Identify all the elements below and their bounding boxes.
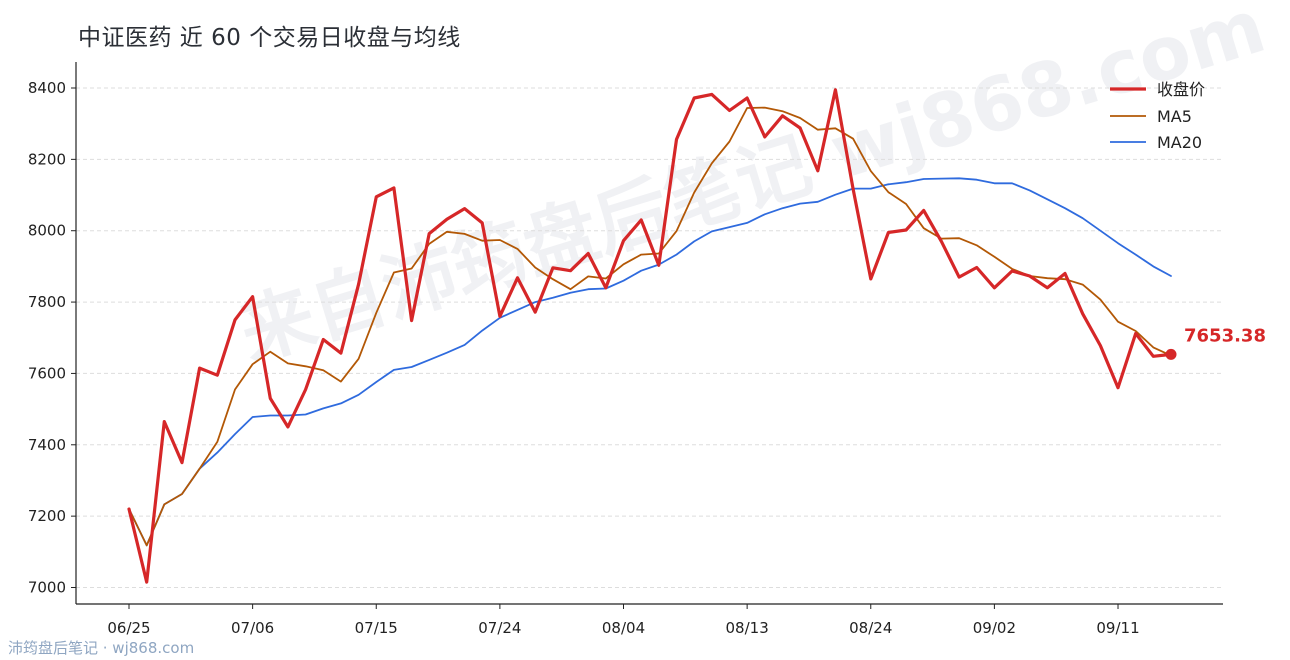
x-tick-label: 08/13 (726, 619, 769, 637)
y-tick-label: 7400 (28, 436, 66, 454)
source-footer: 沛筠盘后笔记 · wj868.com (8, 639, 195, 657)
x-tick-label: 06/25 (107, 619, 150, 637)
x-tick-label: 07/15 (355, 619, 398, 637)
last-close-label: 7653.38 (1184, 325, 1266, 346)
legend-item-ma5-label: MA5 (1157, 107, 1192, 126)
x-tick-label: 07/06 (231, 619, 274, 637)
y-tick-label: 7800 (28, 293, 66, 311)
chart-title: 中证医药 近 60 个交易日收盘与均线 (78, 25, 461, 51)
legend-item-close-label: 收盘价 (1157, 80, 1205, 99)
legend: 收盘价 MA5 MA20 (1110, 80, 1205, 152)
x-tick-label: 08/04 (602, 619, 645, 637)
y-tick-label: 7200 (28, 507, 66, 525)
axes: 7000 7200 7400 7600 7800 8000 8200 8400 06/25 07/… (28, 62, 1223, 637)
y-tick-label: 8400 (28, 79, 66, 97)
series-ma20-line (128, 177, 1172, 547)
y-tick-label: 7600 (28, 364, 66, 382)
y-tick-label: 8000 (28, 222, 66, 240)
last-close-marker (1165, 348, 1177, 360)
legend-item-ma20-label: MA20 (1157, 133, 1202, 152)
y-tick-label: 8200 (28, 150, 66, 168)
grid (76, 87, 1223, 588)
series-ma5-line (128, 106, 1172, 547)
series-close-line (127, 88, 1173, 584)
x-tick-label: 07/24 (478, 619, 521, 637)
x-tick-label: 08/24 (849, 619, 892, 637)
y-tick-label: 7000 (28, 579, 66, 597)
x-tick-label: 09/02 (973, 619, 1016, 637)
series: 7653.38 (127, 88, 1266, 584)
x-tick-label: 09/11 (1096, 619, 1139, 637)
